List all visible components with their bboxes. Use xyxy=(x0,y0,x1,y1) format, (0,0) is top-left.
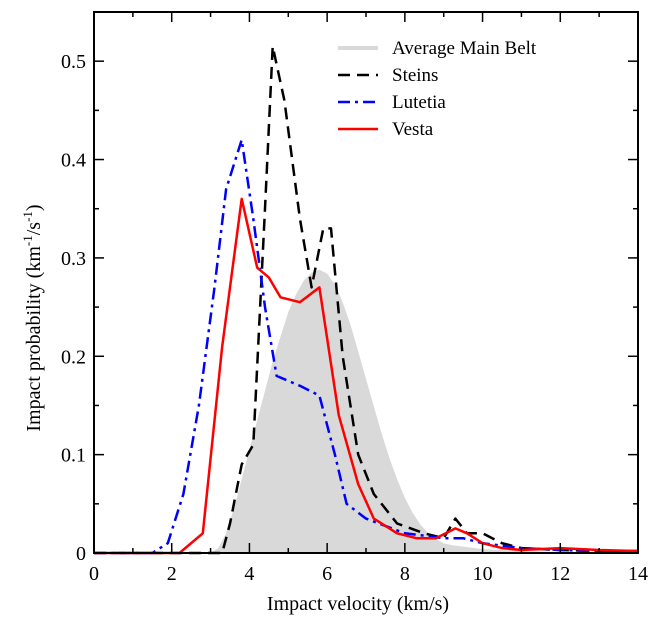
legend-label-1: Steins xyxy=(392,65,438,86)
y-tick-label: 0.2 xyxy=(61,346,86,368)
x-axis-label: Impact velocity (km/s) xyxy=(267,593,449,615)
y-tick-label: 0.3 xyxy=(61,248,86,270)
y-axis-label-mid: /s xyxy=(23,222,45,236)
legend-label-2: Lutetia xyxy=(392,92,446,113)
legend-label-3: Vesta xyxy=(392,119,434,140)
y-axis-label-exp2: -1 xyxy=(20,211,35,222)
series-0-area xyxy=(210,269,638,553)
y-axis-label-main: Impact probability (km xyxy=(23,246,45,432)
y-tick-label: 0.1 xyxy=(61,445,86,467)
plot-area xyxy=(94,45,639,555)
y-tick-label: 0.5 xyxy=(61,51,86,73)
y-tick-label: 0.4 xyxy=(61,150,86,172)
x-tick-label: 8 xyxy=(400,563,410,585)
legend: Average Main Belt Steins Lutetia Vesta xyxy=(338,38,537,140)
x-tick-label: 12 xyxy=(550,563,570,585)
series-1-line xyxy=(94,45,638,555)
y-axis-label: Impact probability (km-1/s-1) xyxy=(20,204,45,431)
x-tick-label: 10 xyxy=(473,563,493,585)
y-tick-label: 0 xyxy=(76,543,86,565)
x-tick-label: 0 xyxy=(89,563,99,585)
x-tick-label: 6 xyxy=(322,563,332,585)
axis-ticks: 0 2 4 6 8 10 12 14 0 0.1 0.2 0.3 0.4 0.5 xyxy=(61,11,648,585)
x-tick-label: 4 xyxy=(244,563,254,585)
y-axis-label-end: ) xyxy=(23,204,45,211)
series-3-line xyxy=(94,197,639,555)
x-tick-label: 14 xyxy=(628,563,648,585)
legend-label-0: Average Main Belt xyxy=(392,38,537,59)
y-axis-label-exp1: -1 xyxy=(20,235,35,246)
x-tick-label: 2 xyxy=(167,563,177,585)
